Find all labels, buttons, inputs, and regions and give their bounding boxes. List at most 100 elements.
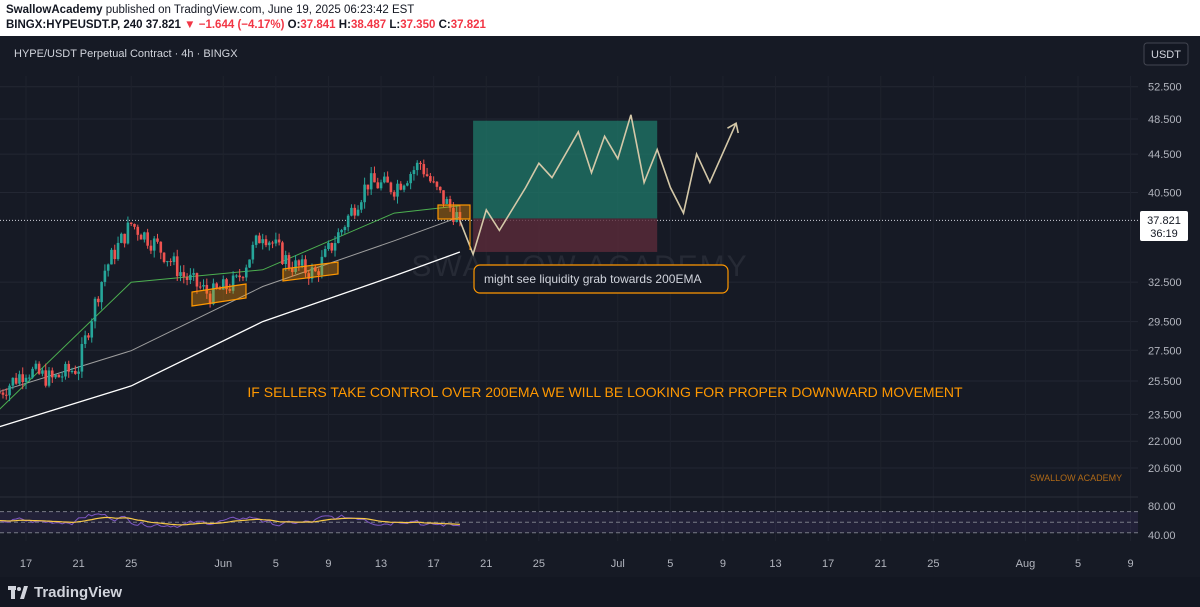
candle-body [0, 392, 1, 394]
candle-body [448, 199, 452, 208]
candle-body [438, 186, 442, 191]
time-tick-label: 17 [428, 558, 440, 570]
candle-body [172, 256, 176, 263]
candle-body [458, 212, 462, 221]
price-tick-label: 25.500 [1148, 376, 1182, 388]
candle-body [215, 283, 218, 289]
candle-body [435, 181, 439, 187]
candle-body [284, 255, 288, 264]
candle-body [225, 279, 228, 290]
tradingview-brand: TradingView [34, 584, 123, 601]
candle-body [143, 232, 146, 240]
candle-body [399, 183, 403, 190]
candle-body [343, 227, 347, 231]
time-tick-label: 21 [72, 558, 84, 570]
candle-body [18, 374, 21, 384]
candle-body [14, 377, 18, 384]
candle-body [37, 363, 41, 374]
candle-body [383, 176, 386, 183]
candle-body [373, 173, 376, 183]
demand-zone-3 [437, 204, 471, 220]
time-tick-label: 17 [822, 558, 834, 570]
price-tick-label: 23.500 [1148, 409, 1182, 421]
candle-body [392, 192, 396, 197]
high-label: H: [338, 19, 351, 31]
candle-body [340, 230, 343, 233]
candle-body [4, 394, 8, 396]
candle-body [31, 368, 34, 378]
candle-body [8, 385, 11, 396]
candle-body [307, 273, 311, 279]
candle-body [64, 363, 67, 377]
candle-body [235, 275, 238, 277]
candle-body [123, 233, 126, 244]
time-tick-label: 25 [927, 558, 939, 570]
candle-body [83, 335, 87, 344]
candle-body [287, 255, 291, 269]
candle-body [320, 256, 324, 276]
open-label: O: [287, 19, 301, 31]
close-label: C: [438, 19, 451, 31]
candle-body [310, 267, 314, 279]
time-tick-label: 13 [769, 558, 781, 570]
candle-body [51, 370, 54, 378]
candle-body [24, 377, 28, 382]
author-name[interactable]: SwallowAcademy [6, 4, 103, 16]
candle-body [445, 199, 449, 204]
candle-body [202, 285, 205, 287]
candle-body [159, 241, 163, 253]
time-tick-label: Aug [1016, 558, 1036, 570]
chart-area[interactable]: SWALLOW ACADEMY 52.500 48.500 44.500 40.500… [0, 36, 1200, 577]
ohlc-line: BINGX:HYPEUSDT.P, 240 37.821 ▼ −1.644 (−… [6, 19, 486, 31]
rsi-tick-label: 80.00 [1148, 501, 1176, 513]
candle-body [356, 209, 360, 216]
candle-body [120, 233, 123, 243]
candle-body [74, 370, 77, 374]
candle-body [317, 271, 320, 276]
candle-body [396, 183, 399, 197]
published-text: published on TradingView.com, June 19, 2… [105, 4, 415, 16]
price-tick-label: 52.500 [1148, 82, 1182, 94]
candle-body [290, 268, 294, 272]
candle-body [277, 239, 281, 243]
candle-body [179, 272, 182, 277]
time-tick-label: 25 [533, 558, 545, 570]
candle-body [244, 267, 248, 278]
high-value: 38.487 [350, 19, 387, 31]
candle-body [350, 207, 353, 216]
ema-200-line [0, 251, 461, 428]
candle-body [415, 162, 419, 171]
candle-body [261, 239, 264, 244]
candle-body [402, 185, 406, 190]
candle-body [80, 343, 84, 372]
candle-body [162, 252, 166, 263]
candle-body [297, 260, 301, 266]
price-tick-label: 32.500 [1148, 277, 1182, 289]
candle-body [258, 235, 261, 244]
main-note: IF SELLERS TAKE CONTROL OVER 200EMA WE W… [247, 384, 963, 400]
candle-body [452, 207, 455, 222]
currency-button[interactable] [1143, 42, 1189, 66]
chart-title: HYPE/USDT Perpetual Contract · 4h · BING… [14, 48, 238, 60]
candle-body [314, 267, 317, 272]
take-profit-zone [473, 120, 658, 219]
tradingview-logo[interactable]: TradingView [8, 584, 122, 601]
price-chart[interactable]: SWALLOW ACADEMY 52.500 48.500 44.500 40.500… [0, 36, 1200, 577]
candle-body [264, 239, 268, 246]
projection-path [459, 114, 737, 257]
candle-body [376, 182, 380, 189]
candle-body [379, 182, 383, 189]
currency-label: USDT [1151, 49, 1181, 61]
candle-body [281, 242, 284, 264]
candle-body [139, 234, 143, 240]
candle-body [455, 212, 458, 222]
callout-text: might see liquidity grab towards 200EMA [484, 272, 701, 286]
time-tick-label: 5 [1075, 558, 1081, 570]
time-tick-label: 21 [480, 558, 492, 570]
candle-body [323, 249, 327, 257]
candle-body [182, 272, 186, 277]
last-price-label [1140, 211, 1188, 241]
down-arrow-icon: ▼ [184, 19, 196, 31]
candle-body [422, 164, 426, 175]
ema-100-line [0, 216, 461, 392]
